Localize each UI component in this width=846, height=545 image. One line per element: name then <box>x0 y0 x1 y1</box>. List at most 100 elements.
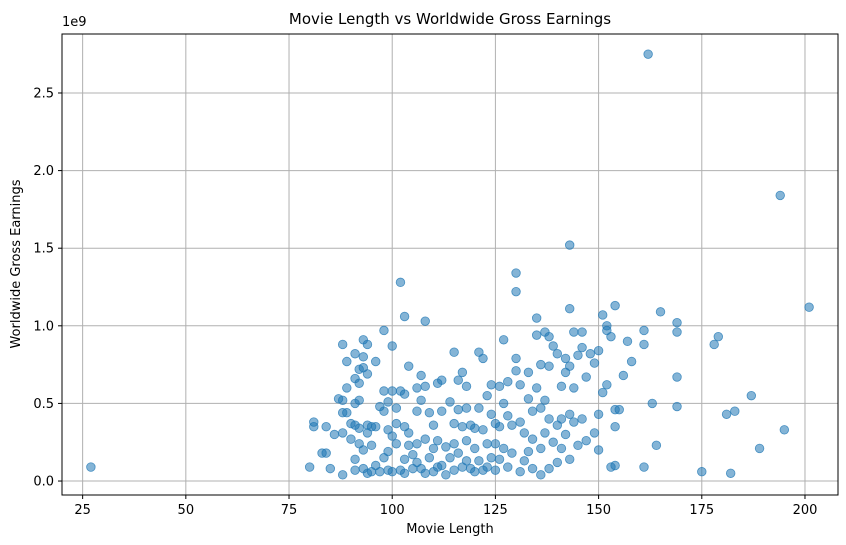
data-point <box>602 380 612 390</box>
data-point <box>503 376 513 387</box>
y-tick-label: 0.5 <box>33 397 54 412</box>
data-point <box>556 414 567 424</box>
data-point <box>362 339 373 350</box>
data-point <box>585 349 596 359</box>
data-point <box>486 409 496 419</box>
data-point <box>515 380 525 390</box>
data-point <box>350 349 360 359</box>
data-point <box>672 327 682 337</box>
data-point <box>482 439 492 449</box>
data-point <box>544 414 554 424</box>
data-point <box>544 361 554 371</box>
data-point <box>449 465 459 475</box>
data-point <box>569 383 579 393</box>
data-point <box>457 422 468 432</box>
data-point <box>651 440 662 451</box>
x-tick-label: 150 <box>586 503 611 518</box>
data-point <box>503 411 513 421</box>
data-point <box>540 428 550 438</box>
data-point <box>536 359 546 370</box>
data-point <box>721 409 732 419</box>
data-point <box>387 467 397 477</box>
data-point <box>342 383 352 393</box>
data-point <box>358 352 369 362</box>
y-tick-label: 1.5 <box>33 242 54 257</box>
x-tick-label: 50 <box>178 503 195 518</box>
data-point <box>86 462 96 472</box>
data-point <box>337 470 348 480</box>
data-point <box>565 454 575 464</box>
data-point <box>490 439 501 449</box>
y-axis-ticks: 0.0 0.5 1.0 1.5 2.0 2.5 <box>33 86 62 490</box>
data-point <box>577 414 587 424</box>
data-point <box>474 456 484 466</box>
data-point <box>470 423 480 433</box>
data-point <box>350 465 360 475</box>
data-point <box>515 417 525 427</box>
data-point <box>606 331 616 342</box>
data-point <box>511 268 521 278</box>
data-point <box>565 409 575 419</box>
data-point <box>337 395 348 406</box>
data-point <box>432 435 443 446</box>
data-point <box>577 342 587 353</box>
data-point <box>610 460 620 471</box>
data-point <box>560 353 571 364</box>
data-point <box>420 468 430 478</box>
data-point <box>428 420 439 430</box>
data-point <box>519 456 529 466</box>
data-point <box>416 395 426 406</box>
data-point <box>486 380 496 390</box>
data-point <box>527 463 538 474</box>
grid-lines <box>62 34 838 495</box>
data-point <box>618 370 629 381</box>
data-point <box>441 470 451 480</box>
data-point <box>445 453 455 463</box>
data-point <box>391 439 402 449</box>
x-axis-ticks: 25 50 75 100 125 150 175 200 <box>74 495 817 518</box>
data-point <box>408 449 418 460</box>
data-point <box>478 425 488 435</box>
data-point <box>325 463 335 474</box>
data-point <box>354 423 364 433</box>
data-point <box>577 327 587 337</box>
data-point <box>581 435 591 446</box>
x-tick-label: 100 <box>380 503 405 518</box>
data-point <box>511 353 521 364</box>
data-point <box>420 434 430 444</box>
data-point <box>614 404 624 415</box>
data-point <box>565 304 575 314</box>
data-point <box>449 347 459 357</box>
data-point <box>548 341 558 351</box>
data-point <box>573 440 583 451</box>
data-point <box>536 443 546 454</box>
data-point <box>412 383 422 393</box>
data-point <box>383 446 393 457</box>
data-point <box>470 467 480 477</box>
data-point <box>626 356 637 367</box>
data-point <box>523 394 534 404</box>
x-axis-label: Movie Length <box>406 522 493 537</box>
data-point <box>754 443 765 454</box>
data-point <box>498 443 509 454</box>
data-point <box>424 453 435 463</box>
data-point <box>643 49 653 59</box>
data-point <box>366 440 377 451</box>
data-point <box>337 339 348 350</box>
data-point <box>404 440 414 451</box>
data-point <box>730 406 740 416</box>
data-point <box>478 353 488 364</box>
data-point <box>420 316 430 326</box>
data-point <box>548 437 558 447</box>
data-point <box>304 462 315 472</box>
data-point <box>527 406 538 416</box>
data-point <box>503 462 513 472</box>
data-point <box>416 370 426 381</box>
data-point <box>486 453 496 463</box>
data-point <box>527 434 538 444</box>
data-point <box>523 367 534 378</box>
data-point <box>321 422 331 432</box>
data-point <box>404 428 414 438</box>
data-point <box>461 403 472 413</box>
data-point <box>622 336 633 347</box>
